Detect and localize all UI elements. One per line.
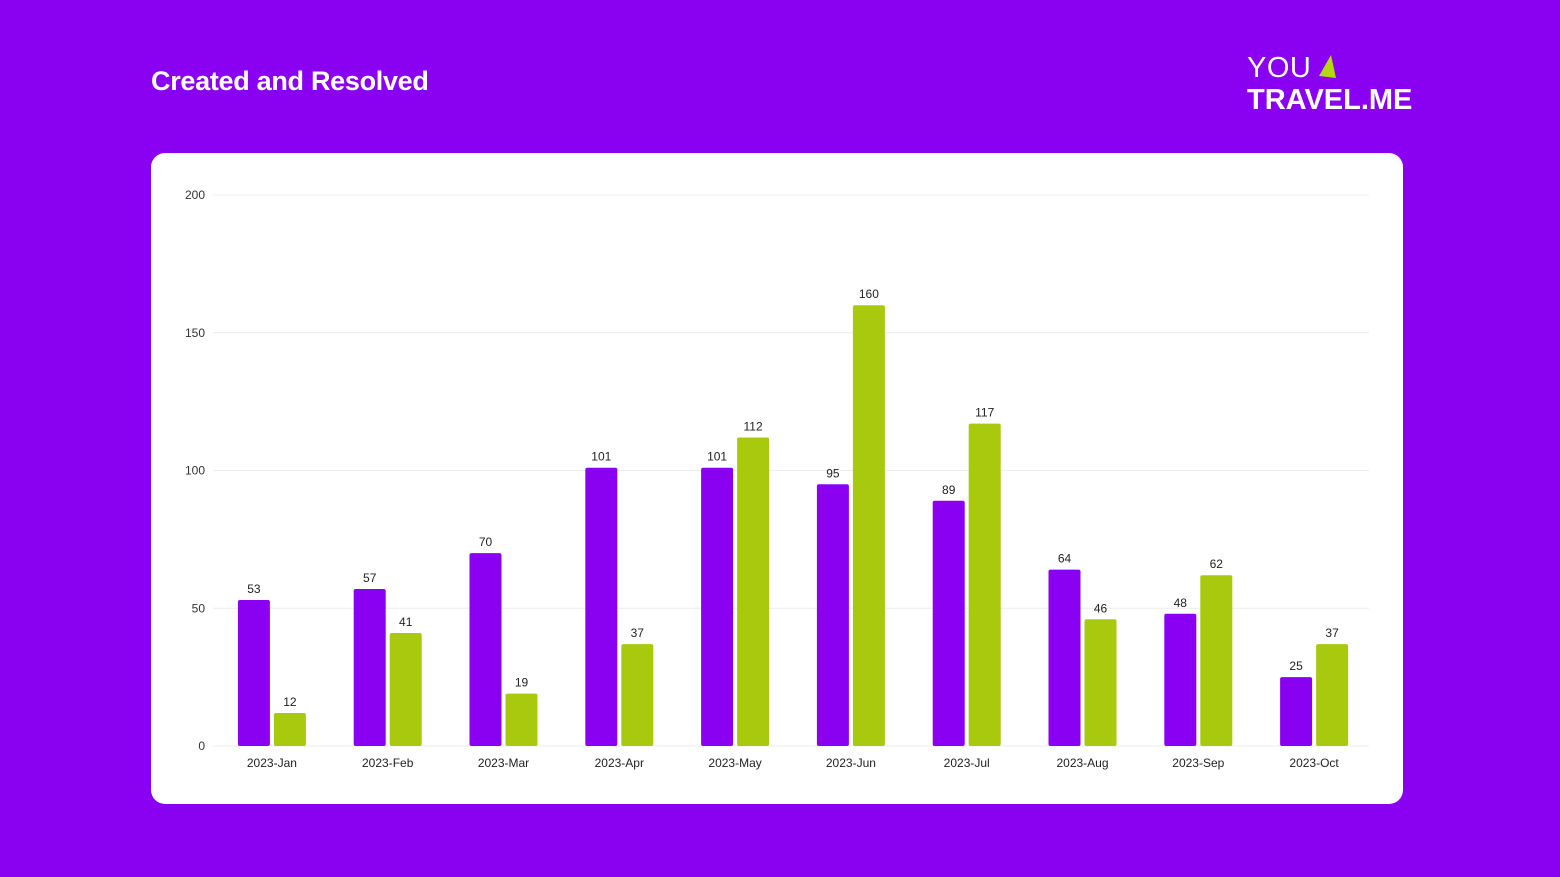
x-tick-label: 2023-May	[708, 756, 761, 770]
data-label: 62	[1210, 557, 1224, 571]
x-tick-label: 2023-Jun	[826, 756, 876, 770]
bar-series2	[621, 644, 654, 746]
bar-series2	[737, 437, 770, 746]
data-label: 46	[1094, 601, 1108, 615]
data-label: 37	[1325, 626, 1339, 640]
x-tick-label: 2023-Feb	[362, 756, 414, 770]
x-tick-label: 2023-Jan	[247, 756, 297, 770]
bar-series1	[701, 467, 734, 746]
bar-series2	[1200, 575, 1233, 746]
x-tick-label: 2023-Apr	[595, 756, 644, 770]
data-label: 117	[975, 406, 994, 420]
bar-series2	[968, 423, 1001, 746]
page-title: Created and Resolved	[151, 66, 429, 96]
data-label: 64	[1058, 552, 1072, 566]
bar-series2	[1084, 619, 1117, 746]
y-tick-label: 150	[185, 326, 205, 340]
data-label: 95	[826, 466, 840, 480]
bar-chart: 0 50 100 150 200 53 12 2023-Jan 57 41 2023-Feb 70 19…	[185, 188, 1369, 770]
bar-series1	[237, 599, 270, 746]
x-tick-label: 2023-Oct	[1289, 756, 1339, 770]
data-label: 25	[1289, 659, 1303, 673]
data-label: 101	[707, 450, 727, 464]
bar-series1	[469, 553, 502, 746]
data-label: 57	[363, 571, 377, 585]
x-tick-label: 2023-Sep	[1172, 756, 1224, 770]
bars	[237, 305, 1349, 746]
y-tick-label: 200	[185, 188, 205, 202]
data-label: 112	[744, 419, 763, 433]
bar-series1	[932, 500, 965, 746]
data-label: 89	[942, 483, 956, 497]
x-tick-label: 2023-Jul	[944, 756, 990, 770]
bar-series1	[816, 484, 849, 746]
navigation-arrow-icon	[1319, 55, 1336, 78]
bar-series2	[852, 305, 885, 746]
data-label: 48	[1174, 596, 1188, 610]
brand-logo: YOU TRAVEL.ME	[1247, 50, 1412, 120]
data-label: 19	[515, 676, 529, 690]
bar-series2	[505, 693, 538, 746]
x-tick-label: 2023-Aug	[1056, 756, 1108, 770]
bar-series2	[1316, 644, 1349, 746]
data-label: 101	[591, 450, 611, 464]
bar-series1	[1280, 677, 1313, 746]
data-label: 37	[631, 626, 645, 640]
y-tick-label: 0	[198, 739, 205, 753]
data-label: 41	[399, 615, 413, 629]
bar-series2	[273, 712, 306, 746]
logo-text-travelme: TRAVEL.ME	[1247, 84, 1413, 116]
data-label: 12	[283, 695, 297, 709]
data-label: 160	[859, 287, 879, 301]
bar-series1	[1164, 613, 1197, 746]
logo-text-you: YOU	[1247, 52, 1312, 84]
x-tick-label: 2023-Mar	[478, 756, 529, 770]
chart-card: 0 50 100 150 200 53 12 2023-Jan 57 41 2023-Feb 70 19…	[151, 153, 1403, 804]
data-label: 70	[479, 535, 493, 549]
bar-series1	[353, 588, 386, 746]
y-tick-label: 50	[192, 601, 206, 615]
y-tick-label: 100	[185, 464, 205, 478]
labels: 0 50 100 150 200 53 12 2023-Jan 57 41 2023-Feb 70 19…	[185, 188, 1339, 770]
bar-series1	[585, 467, 618, 746]
data-label: 53	[247, 582, 261, 596]
bar-series2	[389, 633, 422, 746]
bar-series1	[1048, 569, 1081, 746]
